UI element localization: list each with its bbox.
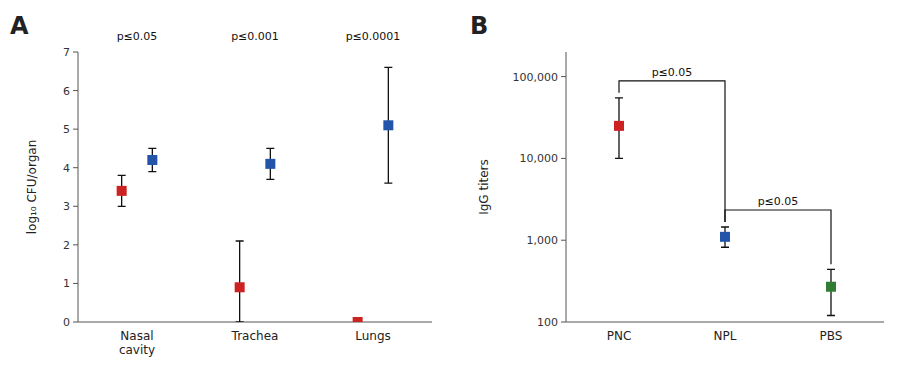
point	[117, 186, 127, 196]
tick-mark	[561, 240, 566, 241]
category-label: PBS	[820, 329, 843, 343]
y-axis-label: IgG titers	[477, 159, 491, 215]
point	[614, 121, 624, 131]
tick-label: 100,000	[513, 71, 559, 84]
tick-mark	[561, 76, 566, 77]
annotation: p≤0.05	[652, 66, 693, 79]
point	[383, 120, 393, 130]
tick-mark	[73, 244, 78, 245]
tick-mark	[73, 206, 78, 207]
marks	[117, 67, 394, 322]
error-bar	[827, 269, 835, 315]
category-label-line: PNC	[607, 329, 632, 343]
bracket	[725, 210, 831, 264]
y-axis-line	[566, 52, 567, 322]
tick-label: 1,000	[527, 234, 559, 247]
category-label-line: Nasal	[120, 329, 153, 343]
category-label-line: NPL	[714, 329, 737, 343]
tick-label: 3	[63, 200, 70, 213]
point	[147, 155, 157, 165]
tick-label: 7	[63, 46, 70, 59]
annotation: p≤0.05	[117, 30, 158, 43]
category-label-line: Lungs	[355, 329, 391, 343]
tick-mark	[561, 322, 566, 323]
panel: A 0 1 2 3 4 5 6 7 log₁₀ CFU/organ Nasalcavity Trach…	[10, 12, 432, 357]
point	[235, 282, 245, 292]
category-label: Trachea	[231, 329, 279, 343]
point	[265, 159, 275, 169]
tick-label: 2	[63, 239, 70, 252]
tick-label: 0	[63, 316, 70, 329]
tick-label: 4	[63, 162, 70, 175]
category-label-line: cavity	[119, 343, 155, 357]
point	[826, 282, 836, 292]
category-label-line: PBS	[820, 329, 843, 343]
category-label: PNC	[607, 329, 632, 343]
category-label-line: Trachea	[231, 329, 279, 343]
tick-mark	[73, 90, 78, 91]
tick-label: 100	[537, 316, 558, 329]
tick-label: 1	[63, 277, 70, 290]
error-bar	[266, 148, 274, 179]
x-axis-line	[566, 322, 884, 323]
category-label: Lungs	[355, 329, 391, 343]
bracket	[619, 81, 725, 222]
error-bar	[384, 67, 392, 183]
x-axis-line	[78, 322, 432, 323]
category-label: NPL	[714, 329, 737, 343]
tick-mark	[73, 322, 78, 323]
error-bar	[236, 241, 244, 322]
y-axis-line	[78, 52, 79, 322]
annotation: p≤0.001	[231, 30, 279, 43]
panel: B 100 1,000 10,000 100,000 IgG titers PNC NPL PB…	[470, 12, 884, 343]
category-label: Nasalcavity	[119, 329, 155, 357]
error-bar	[721, 227, 729, 247]
tick-mark	[73, 167, 78, 168]
chart: A 0 1 2 3 4 5 6 7 log₁₀ CFU/organ Nasalcavity Trach…	[0, 0, 900, 391]
tick-label: 10,000	[520, 152, 559, 165]
point	[720, 232, 730, 242]
annotation: p≤0.05	[758, 195, 799, 208]
point	[353, 317, 363, 322]
error-bar	[615, 98, 623, 159]
annotation: p≤0.0001	[346, 30, 401, 43]
tick-label: 5	[63, 123, 70, 136]
title: A	[10, 12, 29, 40]
tick-mark	[73, 129, 78, 130]
error-bar	[148, 148, 156, 171]
tick-mark	[73, 283, 78, 284]
title: B	[470, 12, 488, 40]
tick-mark	[561, 158, 566, 159]
tick-mark	[73, 52, 78, 53]
background	[0, 0, 900, 391]
y-axis-label: log₁₀ CFU/organ	[25, 140, 39, 234]
error-bar	[118, 175, 126, 206]
tick-label: 6	[63, 85, 70, 98]
